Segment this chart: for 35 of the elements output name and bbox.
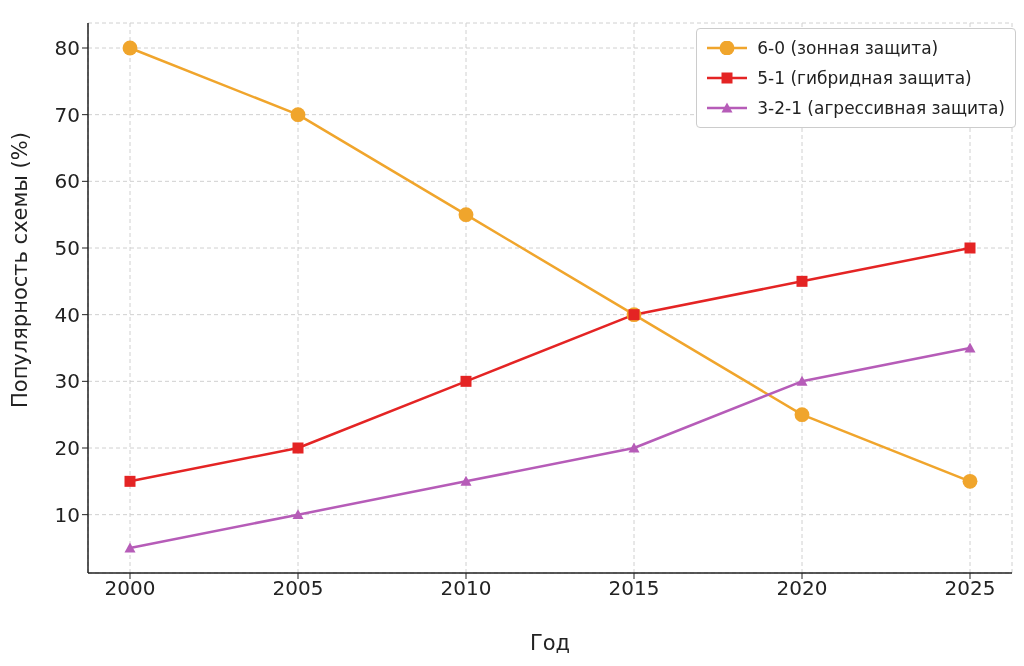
point <box>796 275 808 287</box>
point <box>628 442 640 453</box>
x-axis-title: Год <box>529 631 571 655</box>
legend-label: 5-1 (гибридная защита) <box>757 67 972 90</box>
y-tick-label: 70 <box>54 102 80 127</box>
y-tick-label: 50 <box>54 236 80 261</box>
x-tick-label: 2020 <box>776 576 828 601</box>
legend-label: 6-0 (зонная защита) <box>757 37 939 60</box>
point <box>292 442 304 454</box>
y-tick-label: 40 <box>54 302 80 327</box>
point <box>796 375 808 386</box>
point <box>292 509 304 520</box>
x-tick-label: 2025 <box>944 576 996 601</box>
y-tick-label: 60 <box>54 169 80 194</box>
y-tick-label: 30 <box>54 369 80 394</box>
y-tick-label: 20 <box>54 436 80 461</box>
point <box>122 40 138 56</box>
x-tick-label: 2010 <box>440 576 492 601</box>
point <box>964 242 976 254</box>
point <box>458 207 474 223</box>
y-axis-title: Популярность схемы (%) <box>8 132 33 408</box>
point <box>964 342 976 353</box>
y-tick-label: 80 <box>54 36 80 61</box>
point <box>962 473 978 489</box>
point <box>794 407 810 423</box>
point <box>124 542 136 553</box>
y-tick-label: 10 <box>54 502 80 527</box>
legend-label: 3-2-1 (агрессивная защита) <box>757 97 1005 120</box>
point <box>124 475 136 487</box>
point <box>460 475 472 486</box>
point <box>290 107 306 123</box>
x-tick-label: 2000 <box>104 576 156 601</box>
point <box>460 375 472 387</box>
x-tick-label: 2005 <box>272 576 324 601</box>
x-tick-label: 2015 <box>608 576 660 601</box>
